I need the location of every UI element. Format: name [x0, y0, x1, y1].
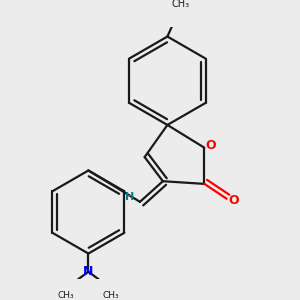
Text: O: O [228, 194, 239, 207]
Text: O: O [206, 139, 216, 152]
Text: CH₃: CH₃ [102, 291, 119, 300]
Text: CH₃: CH₃ [172, 0, 190, 9]
Text: CH₃: CH₃ [58, 291, 74, 300]
Text: H: H [125, 192, 134, 202]
Text: N: N [83, 265, 94, 278]
